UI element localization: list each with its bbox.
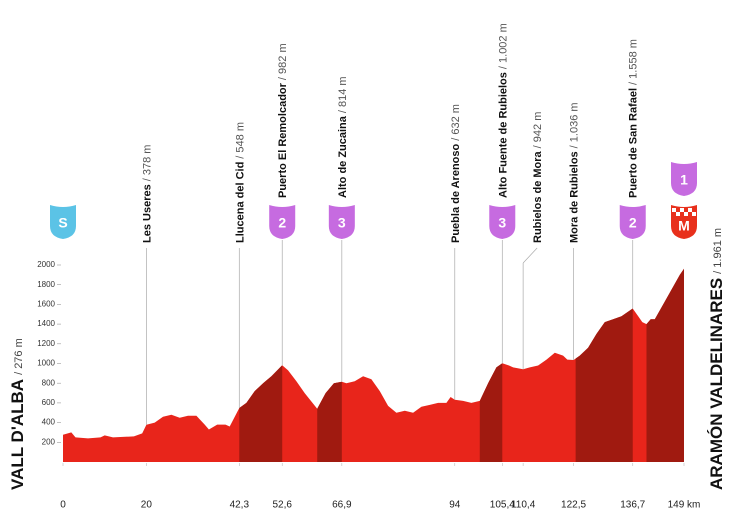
icon-shape — [619, 205, 646, 239]
waypoint-label: Mora de Rubielos / 1.036 m — [568, 102, 580, 243]
waypoint-altitude: / 942 m — [532, 112, 544, 149]
x-tick-label: 136,7 — [620, 500, 645, 511]
climb-segment — [479, 268, 503, 462]
y-tick-label: 1400 — [37, 319, 55, 328]
finish-label-name: ARAMÓN VALDELINARES — [707, 278, 726, 490]
icon-label: 3 — [498, 215, 506, 231]
category-icon: 2 — [269, 205, 296, 239]
icon-label: S — [58, 215, 67, 231]
waypoint-name: Rubielos de Mora — [532, 150, 544, 243]
y-tick-label: 600 — [42, 398, 56, 407]
checker — [692, 212, 696, 216]
waypoint-label: Les Useres / 378 m — [141, 145, 153, 243]
x-tick-label: 42,3 — [230, 500, 250, 511]
x-tick-label: 52,6 — [272, 500, 292, 511]
checker — [680, 208, 684, 212]
waypoint-label: Puerto El Remolcador / 982 m — [277, 43, 289, 198]
start-label-name: VALL D'ALBA — [8, 379, 27, 490]
icon-label: 3 — [338, 215, 346, 231]
waypoint-altitude: / 1.558 m — [628, 39, 640, 85]
waypoint-altitude: / 982 m — [277, 43, 289, 80]
y-tick-label: 200 — [42, 437, 56, 446]
marker-icon: M — [671, 205, 697, 239]
profile-area — [63, 268, 684, 462]
y-tick-label: 800 — [42, 378, 56, 387]
icon-shape — [50, 205, 76, 239]
waypoint-altitude: / 378 m — [141, 145, 153, 182]
waypoint-name: Puebla de Arenoso — [450, 143, 462, 243]
y-tick-label: 1800 — [37, 280, 55, 289]
waypoint-name: Puerto El Remolcador — [277, 82, 289, 198]
waypoint-name: Alto de Zucaina — [337, 115, 349, 198]
waypoint-altitude: / 548 m — [234, 122, 246, 159]
y-tick-label: 1200 — [37, 339, 55, 348]
x-tick-label: 20 — [141, 500, 153, 511]
waypoint-name: Les Useres — [141, 184, 153, 243]
checker — [684, 212, 688, 216]
start-label-altitude: / 276 m — [13, 338, 25, 375]
category-icon: 3 — [489, 205, 516, 239]
category-icon: 3 — [328, 205, 355, 239]
waypoint-label: Alto de Zucaina / 814 m — [337, 76, 349, 198]
category-icon: 2 — [619, 205, 646, 239]
waypoint-altitude: / 814 m — [337, 76, 349, 113]
y-tick-label: 1600 — [37, 300, 55, 309]
checker — [676, 212, 680, 216]
waypoint-name: Puerto de San Rafael — [628, 88, 640, 198]
x-tick-label: 105,4 — [490, 500, 515, 511]
y-tick-label: 1000 — [37, 359, 55, 368]
icon-label: 2 — [278, 215, 286, 231]
climb-segment — [646, 268, 684, 462]
icon-shape — [328, 205, 355, 239]
waypoint-name: Mora de Rubielos — [568, 151, 580, 243]
finish-label: ARAMÓN VALDELINARES / 1.961 m — [707, 228, 726, 490]
finish-label-altitude: / 1.961 m — [712, 228, 724, 274]
waypoint-label: Puebla de Arenoso / 632 m — [450, 104, 462, 243]
y-tick-label: 2000 — [37, 260, 55, 269]
x-tick-label: 66,9 — [332, 500, 352, 511]
icon-shape — [269, 205, 296, 239]
climb-segment — [575, 268, 633, 462]
waypoint-name: Alto Fuente de Rubielos — [497, 72, 509, 198]
leader-line — [522, 247, 538, 264]
checker — [672, 208, 676, 212]
marker-icon: 1 — [671, 162, 697, 196]
waypoint-label: Rubielos de Mora/ 942 m — [532, 112, 544, 243]
x-tick-label: 149 km — [668, 500, 701, 511]
waypoint-label: Alto Fuente de Rubielos / 1.002 m — [497, 23, 509, 198]
x-tick-label: 94 — [449, 500, 461, 511]
x-tick-label: 110,4 — [511, 500, 536, 511]
waypoint-label: Llucena del Cid / 548 m — [234, 122, 246, 243]
climb-segment — [317, 268, 342, 462]
icon-label: M — [678, 218, 690, 234]
icon-label: 1 — [680, 172, 688, 188]
waypoint-altitude: / 632 m — [450, 104, 462, 141]
waypoint-label: Puerto de San Rafael / 1.558 m — [628, 39, 640, 198]
start-label: VALL D'ALBA / 276 m — [8, 338, 27, 490]
waypoint-name: Llucena del Cid — [234, 162, 246, 243]
x-tick-label: 0 — [60, 500, 66, 511]
waypoint-altitude: / 1.002 m — [497, 23, 509, 69]
icon-label: 2 — [629, 215, 637, 231]
marker-icon: S — [50, 205, 76, 239]
icon-shape — [489, 205, 516, 239]
icon-shape — [671, 162, 697, 196]
climb-segment — [239, 268, 283, 462]
waypoint-altitude: / 1.036 m — [568, 102, 580, 148]
y-tick-label: 400 — [42, 418, 56, 427]
checker — [688, 208, 692, 212]
x-tick-label: 122,5 — [561, 500, 586, 511]
